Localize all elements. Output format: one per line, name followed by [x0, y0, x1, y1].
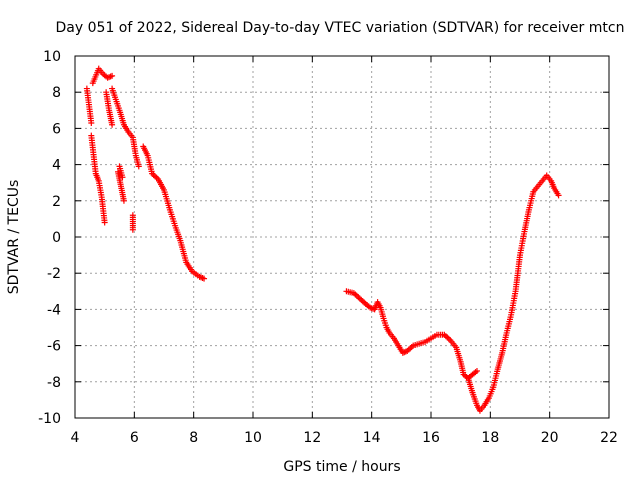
data-point: [473, 367, 480, 374]
data-point: [201, 275, 208, 282]
data-markers: [83, 65, 562, 414]
x-tick-label: 22: [600, 430, 618, 446]
x-tick-label: 12: [303, 430, 321, 446]
x-tick-label: 4: [71, 430, 80, 446]
y-tick-label: 6: [52, 121, 61, 137]
chart-title: Day 051 of 2022, Sidereal Day-to-day VTE…: [56, 20, 625, 36]
y-tick-label: 10: [43, 49, 61, 65]
data-point: [555, 192, 562, 199]
y-tick-label: 0: [52, 230, 61, 246]
data-point: [356, 295, 363, 302]
data-point: [109, 121, 116, 128]
data-point: [120, 197, 127, 204]
grid-lines: [75, 56, 609, 418]
data-point: [358, 296, 365, 303]
y-tick-label: 8: [52, 85, 61, 101]
y-tick-label: -6: [47, 339, 61, 355]
data-point: [445, 335, 452, 342]
x-tick-label: 8: [189, 430, 198, 446]
y-axis-label: SDTVAR / TECUs: [6, 180, 22, 295]
series-early-branch-a: [83, 85, 108, 226]
y-tick-label: -2: [47, 266, 61, 282]
data-point: [101, 219, 108, 226]
data-point: [444, 334, 451, 341]
data-point: [407, 345, 414, 352]
y-tick-label: -10: [38, 411, 61, 427]
x-tick-label: 6: [130, 430, 139, 446]
data-point: [152, 173, 159, 180]
y-tick-label: 2: [52, 194, 61, 210]
x-tick-label: 14: [363, 430, 381, 446]
data-point: [135, 163, 142, 170]
y-tick-label: -8: [47, 375, 61, 391]
data-point: [355, 294, 362, 301]
series-early-branch-c: [129, 143, 208, 282]
axis-ticks: 4 6 8 10 12 14 16 18 20 22 -10 -8 -6 -4 -2 0 2 4 6 8 10: [38, 49, 618, 446]
y-tick-label: 4: [52, 158, 61, 174]
data-point: [442, 333, 449, 340]
data-point: [107, 73, 114, 80]
plot-frame: [74, 55, 610, 419]
data-point: [88, 119, 95, 126]
y-tick-label: -4: [47, 302, 61, 318]
x-tick-label: 16: [422, 430, 440, 446]
series-late-pass: [343, 172, 562, 414]
x-tick-label: 20: [541, 430, 559, 446]
x-tick-label: 10: [244, 430, 262, 446]
data-point: [129, 226, 136, 233]
x-axis-label: GPS time / hours: [283, 459, 400, 475]
data-point: [119, 174, 126, 181]
data-point: [359, 298, 366, 305]
data-point: [109, 72, 116, 79]
data-point: [353, 292, 360, 299]
x-tick-label: 18: [481, 430, 499, 446]
series-early-branch-b: [89, 65, 142, 204]
